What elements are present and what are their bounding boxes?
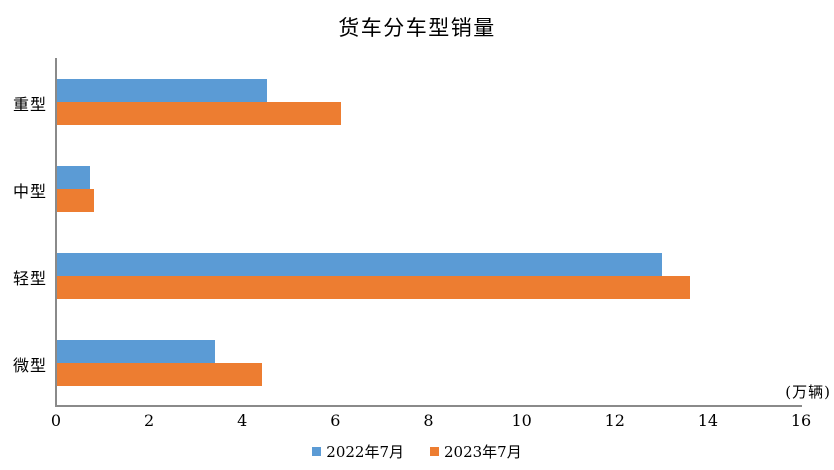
x-axis-label: 16 [790, 411, 812, 430]
bar [57, 362, 262, 386]
legend-swatch [430, 447, 439, 456]
bar [57, 188, 94, 212]
y-axis-label: 中型 [12, 181, 47, 201]
y-axis-label: 重型 [12, 94, 47, 114]
y-axis-label: 轻型 [12, 268, 47, 288]
y-axis-label: 微型 [12, 355, 47, 375]
legend: 2022年7月 2023年7月 [0, 441, 834, 462]
bar [57, 101, 341, 125]
x-axis-label: 10 [511, 411, 532, 430]
x-axis-line [55, 405, 802, 407]
legend-swatch [312, 447, 322, 456]
bar [57, 339, 215, 363]
bar [57, 252, 662, 276]
bar [57, 275, 690, 299]
x-axis-label: 2 [144, 411, 155, 430]
x-axis-label: 12 [604, 411, 625, 430]
legend-label: 2023年7月 [444, 443, 522, 461]
legend-label: 2022年7月 [326, 443, 404, 461]
chart-title: 货车分车型销量 [338, 16, 496, 40]
legend-item: 2023年7月 [430, 441, 522, 462]
y-axis-line [55, 58, 57, 406]
bar [57, 78, 267, 102]
x-axis-label: 8 [423, 411, 434, 430]
legend-item: 2022年7月 [312, 441, 404, 462]
unit-label: (万辆) [785, 383, 831, 401]
x-axis-label: 4 [237, 411, 248, 430]
x-axis-label: 14 [697, 411, 719, 430]
x-axis-label: 6 [330, 411, 341, 430]
x-axis-label: 0 [50, 411, 62, 430]
bar [57, 165, 90, 189]
